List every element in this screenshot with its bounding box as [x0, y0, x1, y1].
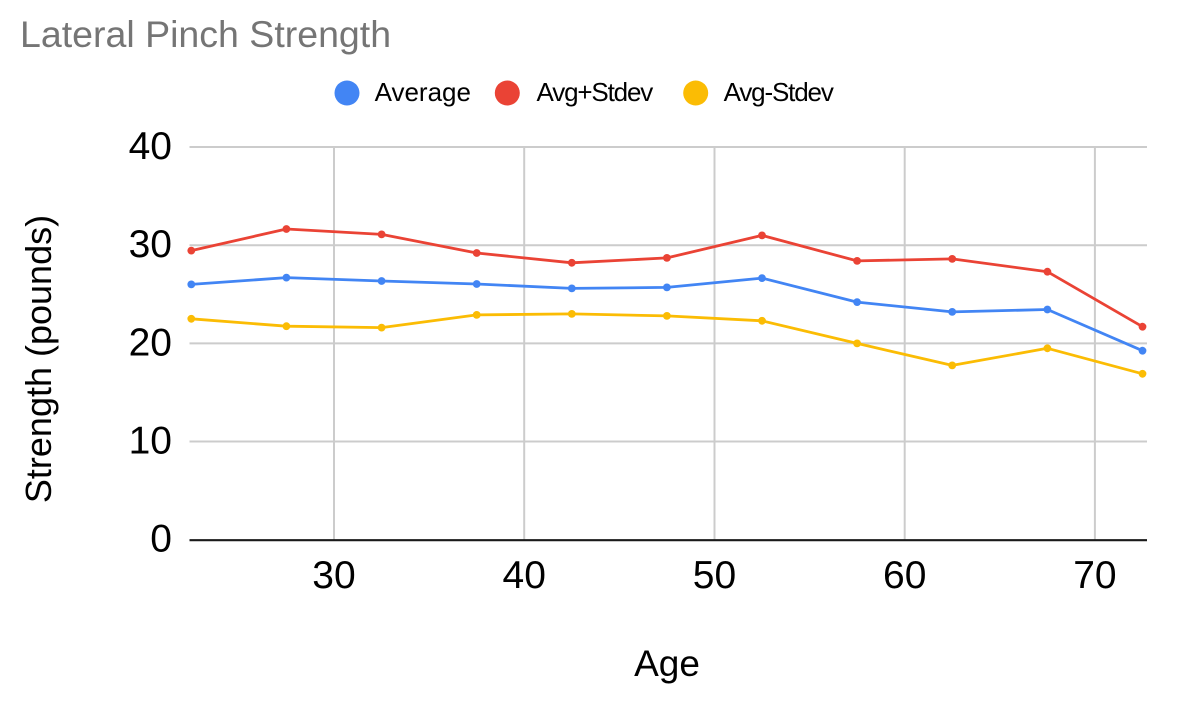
- svg-text:50: 50: [693, 554, 736, 597]
- svg-text:70: 70: [1073, 554, 1116, 597]
- svg-text:40: 40: [503, 554, 546, 597]
- svg-text:Avg-Stdev: Avg-Stdev: [724, 77, 834, 107]
- svg-text:30: 30: [312, 554, 355, 597]
- svg-text:60: 60: [883, 554, 926, 597]
- svg-text:Strength (pounds): Strength (pounds): [18, 215, 59, 503]
- svg-text:Age: Age: [634, 643, 700, 684]
- svg-text:Avg+Stdev: Avg+Stdev: [537, 77, 654, 107]
- svg-text:Average: Average: [375, 77, 471, 107]
- svg-text:40: 40: [129, 125, 172, 168]
- svg-text:Lateral Pinch Strength: Lateral Pinch Strength: [20, 13, 391, 55]
- svg-text:20: 20: [129, 321, 172, 364]
- svg-text:30: 30: [129, 223, 172, 266]
- svg-text:10: 10: [129, 420, 172, 463]
- svg-text:0: 0: [150, 518, 172, 561]
